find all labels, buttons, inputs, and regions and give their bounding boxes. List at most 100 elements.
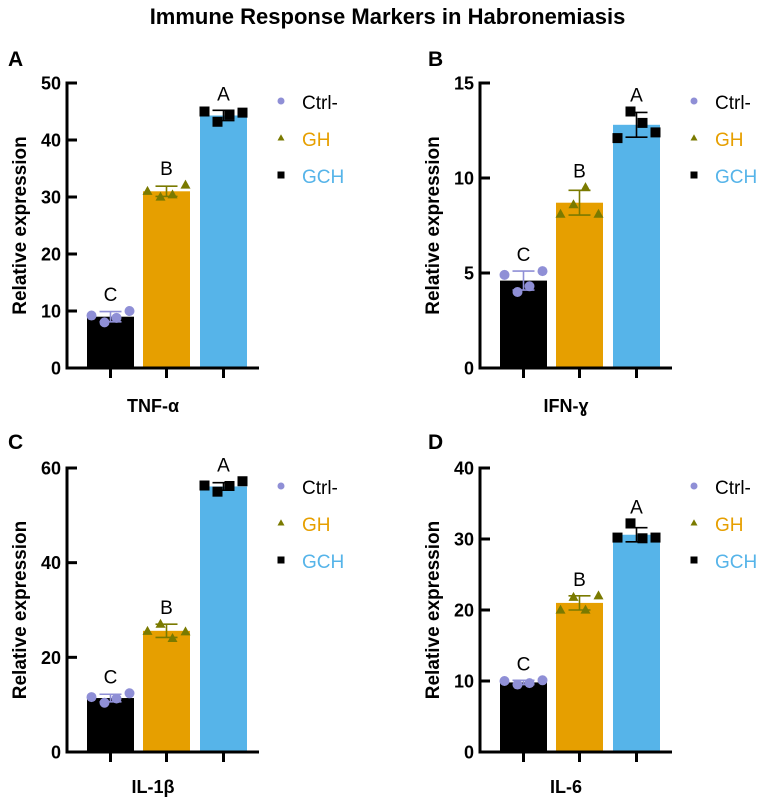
data-point (524, 678, 535, 689)
data-point (155, 618, 166, 628)
panel-letter: B (428, 48, 443, 71)
significance-letter: B (573, 570, 586, 591)
legend-marker-circle-icon (690, 482, 698, 490)
legend: Ctrl- GH GCH (690, 93, 757, 188)
legend-label: Ctrl- (302, 478, 338, 499)
data-point (499, 676, 510, 686)
significance-letter: B (573, 162, 586, 183)
data-point (86, 692, 97, 703)
data-point (99, 697, 110, 708)
y-tick-label: 50 (41, 74, 61, 94)
legend: Ctrl- GH GCH (277, 478, 344, 573)
data-point (650, 532, 661, 543)
legend-item-ctrl: Ctrl- (277, 93, 338, 114)
bar-gch (613, 124, 660, 368)
legend-label: Ctrl- (715, 93, 751, 114)
y-axis-label: Relative expression (10, 521, 31, 699)
x-axis-label: IL-1β (132, 777, 175, 797)
legend-label: Ctrl- (715, 478, 751, 499)
data-point (237, 107, 248, 118)
data-point (625, 106, 636, 117)
y-tick-label: 10 (454, 672, 474, 692)
bar-gh (143, 630, 190, 752)
data-point (142, 185, 153, 195)
significance-letter: C (104, 667, 118, 688)
data-point (555, 604, 566, 614)
data-point (167, 189, 178, 199)
legend-marker-triangle-icon (277, 134, 285, 141)
data-point (142, 625, 153, 635)
legend-item-ctrl: Ctrl- (690, 93, 751, 114)
data-point (167, 633, 178, 642)
data-point (625, 518, 636, 529)
data-point (524, 281, 535, 292)
significance-letter: C (104, 285, 118, 306)
y-tick-label: 10 (454, 169, 474, 189)
bar-gch (613, 534, 660, 752)
y-axis-label: Relative expression (10, 136, 31, 314)
bar-ctrl (500, 280, 547, 368)
data-point (124, 688, 135, 699)
legend-label: GCH (302, 167, 344, 188)
legend-item-ctrl: Ctrl- (690, 478, 751, 499)
data-point (224, 109, 235, 120)
significance-letter: A (630, 497, 643, 518)
legend-item-gh: GH (690, 130, 744, 151)
legend: Ctrl- GH GCH (277, 93, 344, 188)
panel-d: D C B A 0 10 20 30 40 Relative expression IL-6 Ctrl… (423, 431, 757, 797)
legend-marker-square-icon (277, 171, 285, 179)
panel-letter: A (8, 48, 23, 71)
legend-item-gch: GCH (690, 167, 757, 188)
data-point (499, 269, 510, 280)
significance-letter: B (160, 159, 173, 180)
data-point (568, 199, 579, 209)
data-point (212, 116, 223, 127)
legend-marker-square-icon (690, 171, 698, 179)
data-point (99, 317, 110, 328)
data-point (199, 106, 210, 117)
data-point (155, 191, 166, 201)
legend-label: GH (715, 130, 744, 151)
legend-item-gh: GH (690, 515, 744, 536)
legend-label: Ctrl- (302, 93, 338, 114)
data-point (199, 480, 210, 491)
data-point (580, 182, 591, 192)
y-axis-label: Relative expression (423, 136, 444, 314)
data-point (180, 179, 191, 189)
y-tick-label: 30 (41, 188, 61, 208)
bar-gch (200, 115, 247, 369)
legend-item-gch: GCH (690, 552, 757, 573)
y-tick-label: 0 (464, 359, 474, 379)
significance-letter: A (217, 84, 230, 105)
y-axis-label: Relative expression (423, 521, 444, 699)
bar-ctrl (87, 698, 134, 752)
legend-marker-triangle-icon (690, 134, 698, 141)
legend-marker-triangle-icon (690, 519, 698, 526)
panel-b: B C B A 0 5 10 15 Relative expression IFN-ɣ Ctrl- G… (423, 48, 757, 416)
legend-label: GH (715, 515, 744, 536)
legend-label: GH (302, 130, 331, 151)
y-tick-label: 60 (41, 459, 61, 479)
data-point (512, 679, 523, 690)
data-point (555, 208, 566, 218)
data-point (537, 675, 548, 686)
legend-label: GCH (715, 167, 757, 188)
x-axis-label: TNF-α (127, 396, 179, 416)
legend-marker-square-icon (690, 556, 698, 564)
y-tick-label: 40 (41, 553, 61, 573)
y-tick-label: 40 (454, 459, 474, 479)
legend-marker-triangle-icon (277, 519, 285, 526)
y-tick-label: 20 (41, 648, 61, 668)
legend-label: GH (302, 515, 331, 536)
panel-a: A C B A 0 10 20 30 40 50 Relative expression TNF-α C… (8, 48, 344, 416)
figure-title: Immune Response Markers in Habronemiasis (149, 4, 626, 29)
y-tick-label: 0 (464, 743, 474, 763)
data-point (237, 476, 248, 487)
y-tick-label: 20 (41, 245, 61, 265)
data-point (86, 310, 97, 321)
data-point (637, 533, 648, 544)
data-point (512, 287, 523, 297)
legend: Ctrl- GH GCH (690, 478, 757, 573)
y-tick-label: 30 (454, 530, 474, 550)
